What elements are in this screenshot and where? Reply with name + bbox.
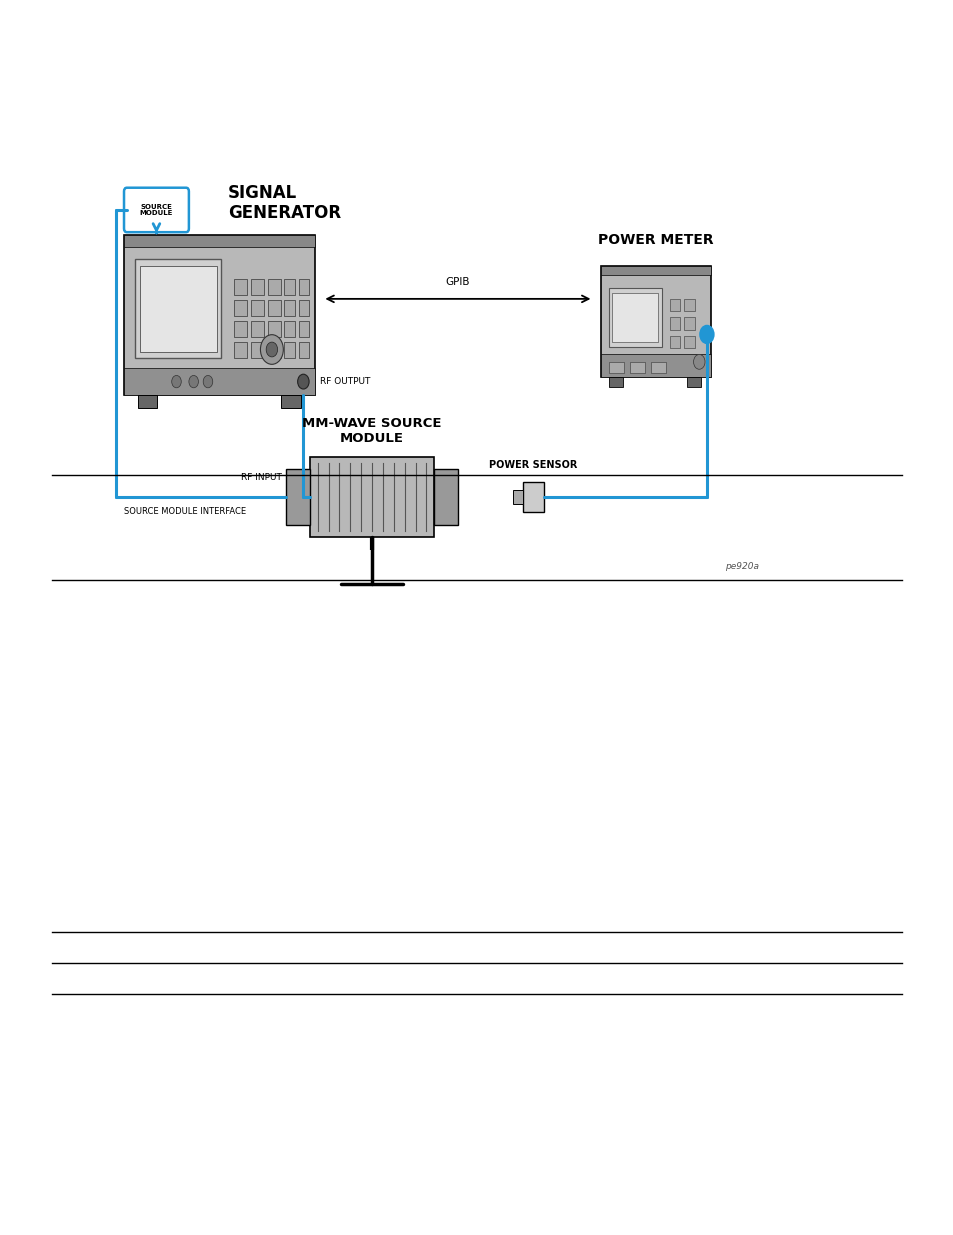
FancyBboxPatch shape bbox=[608, 377, 622, 387]
FancyBboxPatch shape bbox=[124, 235, 314, 395]
FancyBboxPatch shape bbox=[138, 395, 157, 408]
FancyBboxPatch shape bbox=[298, 321, 309, 337]
FancyBboxPatch shape bbox=[669, 299, 679, 311]
FancyBboxPatch shape bbox=[310, 457, 434, 537]
Text: MM-WAVE SOURCE
MODULE: MM-WAVE SOURCE MODULE bbox=[302, 416, 441, 445]
FancyBboxPatch shape bbox=[268, 342, 281, 358]
FancyBboxPatch shape bbox=[124, 368, 314, 395]
FancyBboxPatch shape bbox=[284, 321, 294, 337]
FancyBboxPatch shape bbox=[268, 279, 281, 295]
FancyBboxPatch shape bbox=[650, 362, 665, 373]
FancyBboxPatch shape bbox=[513, 490, 522, 505]
FancyBboxPatch shape bbox=[251, 342, 264, 358]
FancyBboxPatch shape bbox=[298, 279, 309, 295]
FancyBboxPatch shape bbox=[629, 362, 644, 373]
FancyBboxPatch shape bbox=[251, 321, 264, 337]
FancyBboxPatch shape bbox=[233, 300, 247, 316]
Text: POWER SENSOR: POWER SENSOR bbox=[489, 459, 577, 471]
Circle shape bbox=[203, 375, 213, 388]
Circle shape bbox=[266, 342, 277, 357]
FancyBboxPatch shape bbox=[686, 377, 700, 387]
FancyBboxPatch shape bbox=[233, 279, 247, 295]
FancyBboxPatch shape bbox=[284, 279, 294, 295]
FancyBboxPatch shape bbox=[298, 300, 309, 316]
FancyBboxPatch shape bbox=[683, 317, 694, 330]
FancyBboxPatch shape bbox=[251, 279, 264, 295]
Circle shape bbox=[172, 375, 181, 388]
FancyBboxPatch shape bbox=[608, 362, 623, 373]
FancyBboxPatch shape bbox=[298, 342, 309, 358]
FancyBboxPatch shape bbox=[124, 188, 189, 232]
FancyBboxPatch shape bbox=[612, 293, 658, 342]
FancyBboxPatch shape bbox=[124, 235, 314, 247]
Text: SOURCE
MODULE: SOURCE MODULE bbox=[140, 204, 172, 216]
Text: SOURCE MODULE INTERFACE: SOURCE MODULE INTERFACE bbox=[124, 508, 246, 516]
FancyBboxPatch shape bbox=[140, 266, 216, 352]
FancyBboxPatch shape bbox=[434, 469, 457, 525]
Circle shape bbox=[297, 374, 309, 389]
FancyBboxPatch shape bbox=[600, 266, 710, 377]
Text: SIGNAL
GENERATOR: SIGNAL GENERATOR bbox=[228, 184, 341, 222]
Text: RF OUTPUT: RF OUTPUT bbox=[319, 377, 370, 387]
FancyBboxPatch shape bbox=[233, 342, 247, 358]
FancyBboxPatch shape bbox=[135, 259, 221, 358]
FancyBboxPatch shape bbox=[600, 266, 710, 275]
Circle shape bbox=[700, 326, 713, 343]
FancyBboxPatch shape bbox=[281, 395, 300, 408]
Circle shape bbox=[189, 375, 198, 388]
FancyBboxPatch shape bbox=[683, 299, 694, 311]
Text: RF INPUT: RF INPUT bbox=[240, 473, 281, 483]
FancyBboxPatch shape bbox=[683, 336, 694, 348]
FancyBboxPatch shape bbox=[251, 300, 264, 316]
FancyBboxPatch shape bbox=[522, 483, 543, 513]
FancyBboxPatch shape bbox=[669, 336, 679, 348]
FancyBboxPatch shape bbox=[608, 288, 661, 347]
FancyBboxPatch shape bbox=[286, 469, 310, 525]
FancyBboxPatch shape bbox=[268, 321, 281, 337]
FancyBboxPatch shape bbox=[284, 342, 294, 358]
Text: POWER METER: POWER METER bbox=[598, 233, 713, 247]
Text: pe920a: pe920a bbox=[724, 562, 759, 571]
Text: GPIB: GPIB bbox=[445, 277, 470, 287]
FancyBboxPatch shape bbox=[284, 300, 294, 316]
FancyBboxPatch shape bbox=[600, 354, 710, 377]
FancyBboxPatch shape bbox=[268, 300, 281, 316]
FancyBboxPatch shape bbox=[669, 317, 679, 330]
Circle shape bbox=[260, 335, 283, 364]
Circle shape bbox=[693, 354, 704, 369]
FancyBboxPatch shape bbox=[233, 321, 247, 337]
